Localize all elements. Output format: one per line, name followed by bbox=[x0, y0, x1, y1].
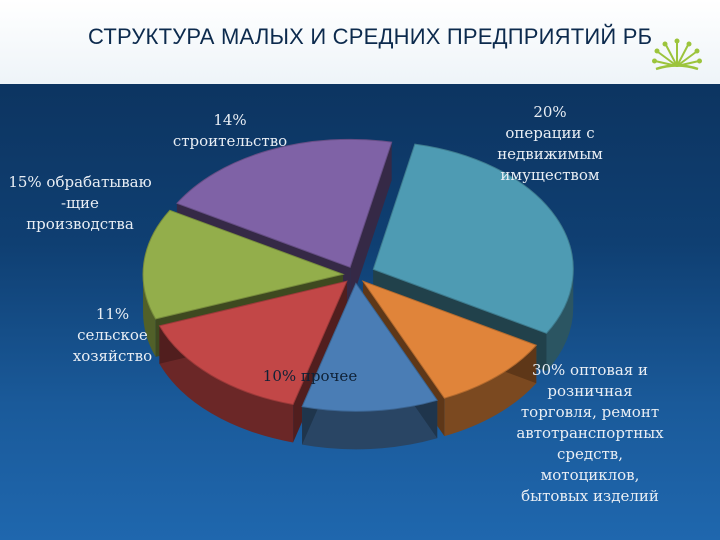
pie-slice-11 bbox=[301, 282, 439, 412]
label-line: торговля, ремонт bbox=[520, 403, 660, 421]
label-line: 30% оптовая и bbox=[531, 361, 649, 379]
label-line: строительство bbox=[172, 132, 288, 150]
page-title: СТРУКТУРА МАЛЫХ И СРЕДНИХ ПРЕДПРИЯТИЙ РБ bbox=[88, 24, 653, 49]
pie-slice-30 bbox=[372, 143, 574, 334]
pie-slice-10 bbox=[361, 280, 538, 399]
flower-logo-icon bbox=[652, 38, 702, 71]
label-line: 20% bbox=[533, 103, 567, 121]
pie-slice-14 bbox=[142, 209, 345, 320]
pie-slice-side bbox=[302, 400, 438, 450]
label-line: производства bbox=[26, 215, 134, 233]
label-slice-11: 11% сельское хозяйство bbox=[55, 304, 170, 367]
pie-slice-side bbox=[546, 269, 574, 372]
pie-slice-side bbox=[159, 325, 294, 443]
label-line: автотранспортных bbox=[516, 424, 664, 442]
label-slice-20: 20% операции с недвижимым имуществом bbox=[470, 102, 630, 186]
title-band bbox=[0, 0, 720, 84]
label-slice-30: 30% оптовая и розничная торговля, ремонт… bbox=[490, 360, 690, 507]
label-line: хозяйство bbox=[72, 347, 153, 365]
label-slice-10: 10% прочее bbox=[250, 366, 370, 387]
label-line: сельское bbox=[77, 326, 148, 344]
label-line: недвижимым bbox=[497, 145, 603, 163]
label-line: средств, bbox=[556, 445, 624, 463]
pie-slice-20 bbox=[176, 138, 393, 268]
label-slice-15: 15% обрабатываю -щие производства bbox=[0, 172, 160, 235]
label-line: операции с bbox=[505, 124, 595, 142]
pie-slice-15 bbox=[158, 280, 348, 406]
pie-slices-layer bbox=[142, 138, 574, 412]
label-line: 10% прочее bbox=[262, 367, 358, 385]
label-line: розничная bbox=[547, 382, 633, 400]
label-line: -щие bbox=[61, 194, 99, 212]
pie-slice-edge bbox=[350, 142, 392, 306]
pie-slice-side bbox=[143, 274, 156, 357]
label-line: 11% bbox=[95, 305, 130, 323]
label-line: имуществом bbox=[500, 166, 600, 184]
label-line: бытовых изделий bbox=[521, 487, 659, 505]
label-slice-14: 14% строительство bbox=[155, 110, 305, 152]
label-line: 14% bbox=[213, 111, 247, 129]
label-line: мотоциклов, bbox=[540, 466, 640, 484]
label-line: 15% обрабатываю bbox=[8, 173, 152, 191]
